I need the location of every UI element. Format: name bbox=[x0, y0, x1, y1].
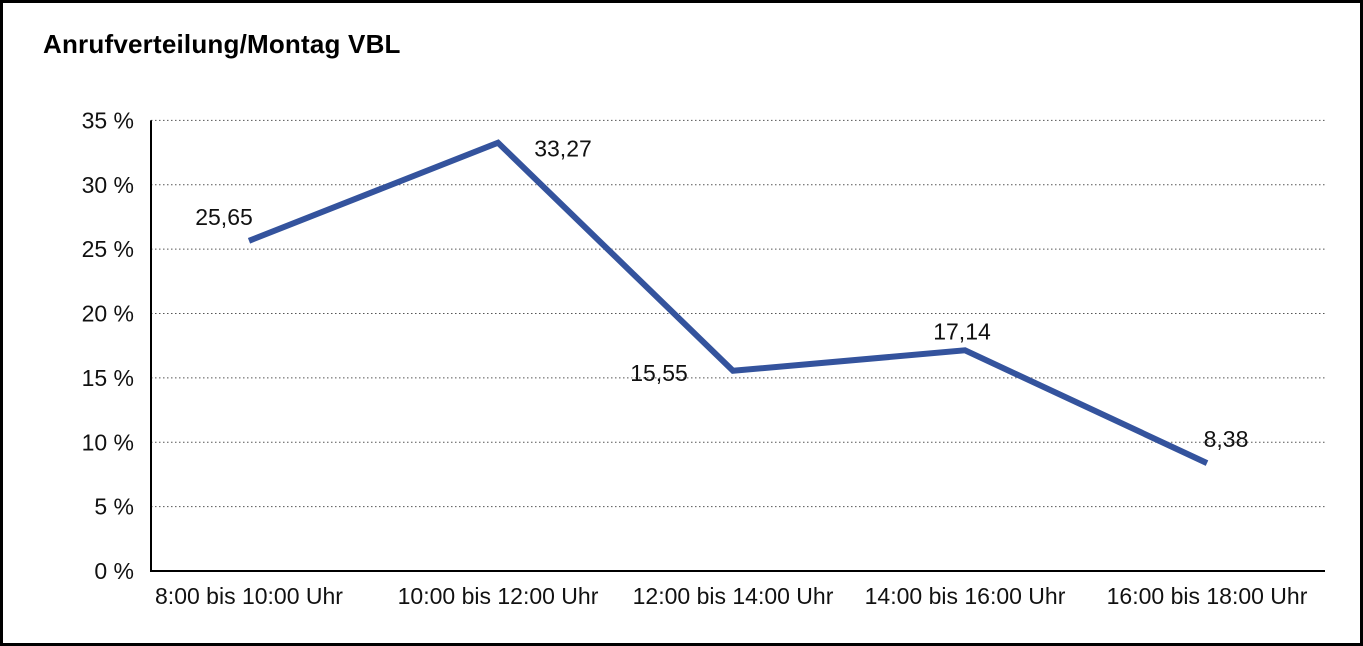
y-tick-label: 15 % bbox=[82, 365, 134, 391]
series-line bbox=[247, 139, 1209, 466]
data-point-label: 25,65 bbox=[195, 204, 253, 230]
y-tick-label: 0 % bbox=[94, 558, 134, 584]
x-tick-label: 8:00 bis 10:00 Uhr bbox=[155, 583, 343, 609]
y-tick-label: 5 % bbox=[94, 494, 134, 520]
y-tick-label: 10 % bbox=[82, 429, 134, 455]
data-point-label: 15,55 bbox=[630, 360, 688, 386]
chart-title: Anrufverteilung/Montag VBL bbox=[43, 29, 401, 59]
data-point-label: 8,38 bbox=[1204, 426, 1249, 452]
x-tick-label: 12:00 bis 14:00 Uhr bbox=[633, 583, 834, 609]
line-chart: 0 % 5 % 10 % 15 % 20 % 25 % 30 % 35 % 8:00 bis 1… bbox=[82, 107, 1325, 609]
data-point-label: 33,27 bbox=[534, 136, 592, 162]
x-tick-label: 14:00 bis 16:00 Uhr bbox=[865, 583, 1066, 609]
y-tick-label: 30 % bbox=[82, 172, 134, 198]
y-tick-label: 20 % bbox=[82, 301, 134, 327]
y-tick-label: 35 % bbox=[82, 107, 134, 133]
data-point-label: 17,14 bbox=[933, 318, 991, 344]
x-tick-label: 16:00 bis 18:00 Uhr bbox=[1107, 583, 1308, 609]
y-tick-label: 25 % bbox=[82, 236, 134, 262]
x-tick-label: 10:00 bis 12:00 Uhr bbox=[398, 583, 599, 609]
